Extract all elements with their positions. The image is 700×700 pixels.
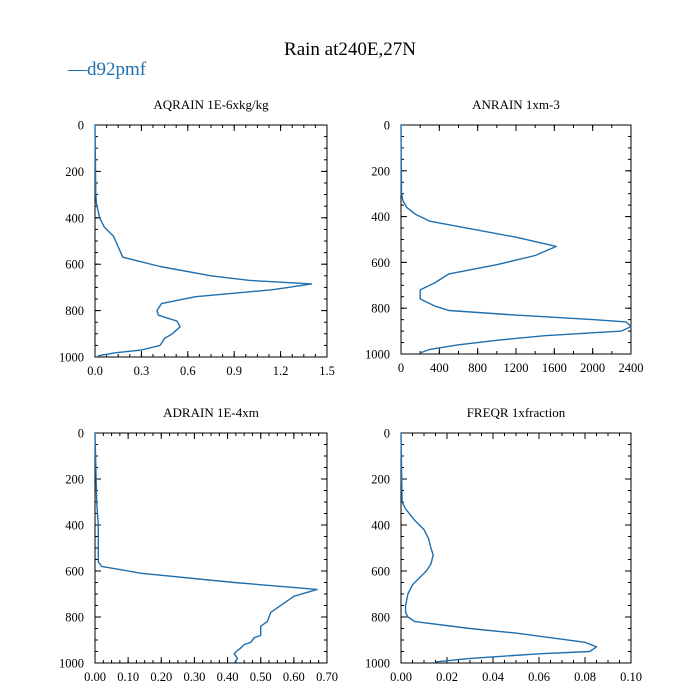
x-tick-label: 0.20 — [150, 670, 172, 684]
panel-title: ADRAIN 1E-4xm — [163, 405, 259, 420]
plot-frame — [94, 432, 328, 664]
x-tick-label: 0.6 — [180, 364, 196, 378]
plot-frame — [400, 432, 632, 664]
x-tick-label: 1.5 — [319, 364, 335, 378]
x-tick-label: 2000 — [580, 361, 605, 375]
panel-3: FREQR 1xfraction 0.00 0.02 0.04 0.06 0.08 0.10… — [365, 405, 642, 684]
panel-0: AQRAIN 1E-6xkg/kg 0.0 0.3 0.6 0.9 1.2 1.5 0 200 4… — [59, 97, 335, 378]
y-tick-label: 200 — [65, 165, 84, 179]
y-tick-label: 400 — [371, 519, 390, 533]
plot-frame — [94, 124, 328, 358]
y-tick-label: 1000 — [59, 657, 84, 671]
y-tick-label: 800 — [65, 304, 84, 318]
x-tick-label: 0.10 — [117, 670, 139, 684]
x-tick-label: 0.60 — [283, 670, 305, 684]
legend: — d92pmf — [67, 59, 147, 80]
legend-label: d92pmf — [87, 59, 147, 80]
x-tick-label: 400 — [430, 361, 449, 375]
y-tick-label: 0 — [78, 119, 84, 133]
x-tick-label: 0.50 — [250, 670, 272, 684]
y-tick-label: 200 — [371, 473, 390, 487]
y-tick-label: 0 — [78, 427, 84, 441]
legend-symbol: — — [67, 59, 88, 80]
x-tick-label: 0.9 — [226, 364, 242, 378]
y-tick-label: 1000 — [365, 348, 390, 362]
series-line-d92pmf — [94, 432, 318, 664]
x-tick-label: 0.02 — [436, 670, 458, 684]
y-tick-label: 400 — [65, 211, 84, 225]
y-tick-label: 600 — [371, 565, 390, 579]
y-tick-label: 800 — [371, 302, 390, 316]
y-tick-label: 400 — [65, 519, 84, 533]
series-line-d92pmf — [400, 432, 598, 663]
x-tick-label: 0 — [398, 361, 404, 375]
x-tick-label: 0.3 — [134, 364, 150, 378]
x-tick-label: 0.00 — [390, 670, 412, 684]
x-tick-label: 0.06 — [528, 670, 550, 684]
series-line-d92pmf — [94, 124, 313, 357]
x-tick-label: 1600 — [542, 361, 567, 375]
y-tick-label: 600 — [371, 256, 390, 270]
panel-1: ANRAIN 1xm-3 0 400 800 1200 1600 2000 2400 0 200 4… — [365, 97, 644, 375]
x-tick-label: 0.04 — [482, 670, 505, 684]
panel-title: ANRAIN 1xm-3 — [472, 97, 560, 112]
x-tick-label: 0.40 — [217, 670, 239, 684]
y-tick-label: 200 — [371, 164, 390, 178]
y-tick-label: 400 — [371, 210, 390, 224]
x-tick-label: 0.08 — [574, 670, 596, 684]
y-tick-label: 800 — [371, 611, 390, 625]
x-tick-label: 800 — [468, 361, 487, 375]
x-tick-label: 0.00 — [84, 670, 106, 684]
x-tick-label: 0.0 — [87, 364, 103, 378]
panel-title: FREQR 1xfraction — [467, 405, 566, 420]
x-tick-label: 0.10 — [620, 670, 642, 684]
y-tick-label: 0 — [384, 427, 390, 441]
panel-title: AQRAIN 1E-6xkg/kg — [153, 97, 269, 112]
y-tick-label: 1000 — [59, 351, 84, 365]
x-tick-label: 0.70 — [316, 670, 338, 684]
figure-title: Rain at240E,27N — [284, 39, 416, 60]
y-tick-label: 200 — [65, 473, 84, 487]
y-tick-label: 0 — [384, 119, 390, 133]
y-tick-label: 600 — [65, 565, 84, 579]
y-tick-label: 800 — [65, 611, 84, 625]
y-tick-label: 1000 — [365, 657, 390, 671]
panel-2: ADRAIN 1E-4xm 0.00 0.10 0.20 0.30 0.40 0.50 0.6… — [59, 405, 338, 684]
series-line-d92pmf — [400, 124, 632, 354]
x-tick-label: 1.2 — [273, 364, 289, 378]
x-tick-label: 0.30 — [183, 670, 205, 684]
y-tick-label: 600 — [65, 258, 84, 272]
x-tick-label: 1200 — [504, 361, 529, 375]
panels: AQRAIN 1E-6xkg/kg 0.0 0.3 0.6 0.9 1.2 1.5 0 200 4… — [59, 97, 644, 684]
x-tick-label: 2400 — [619, 361, 644, 375]
